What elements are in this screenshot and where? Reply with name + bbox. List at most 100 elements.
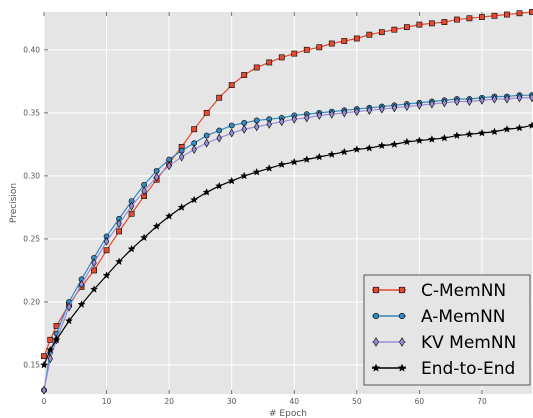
data-point <box>366 105 373 115</box>
data-point <box>341 38 348 44</box>
series-2 <box>41 93 533 395</box>
legend-item: End-to-End <box>371 359 515 379</box>
legend-label: A-MemNN <box>421 307 506 327</box>
data-point <box>153 172 160 182</box>
data-point <box>227 176 236 185</box>
data-point <box>452 131 461 139</box>
legend-item: C-MemNN <box>372 281 506 301</box>
data-point <box>440 133 449 142</box>
data-point <box>190 195 199 204</box>
data-point <box>429 99 435 109</box>
data-point <box>366 31 373 38</box>
legend-marker <box>372 312 380 320</box>
data-point <box>341 108 347 118</box>
data-point <box>416 21 423 28</box>
data-point <box>153 167 160 174</box>
x-tick-label: 0 <box>42 397 47 406</box>
series-0 <box>41 9 533 360</box>
axis-ticks: 0 10 20 30 40 50 60 70 0.15 0.20 0.25 0.30 0.35 0.40 <box>23 12 487 406</box>
legend-marker <box>373 337 379 347</box>
data-point <box>441 98 448 108</box>
data-point <box>316 110 322 120</box>
legend-marker <box>371 363 381 372</box>
data-point <box>202 188 211 196</box>
data-point <box>528 121 533 129</box>
series-layer <box>40 9 533 395</box>
data-point <box>178 147 185 154</box>
data-point <box>291 114 297 124</box>
data-point <box>266 119 272 129</box>
data-point <box>303 46 310 53</box>
x-tick-label: 10 <box>102 397 112 406</box>
data-point <box>52 335 61 344</box>
data-point <box>502 125 511 133</box>
data-point <box>166 161 172 171</box>
legend-label: KV MemNN <box>421 333 516 353</box>
data-point <box>279 117 285 127</box>
data-point <box>152 222 161 230</box>
data-point <box>140 233 149 242</box>
legend-label: End-to-End <box>421 359 515 379</box>
data-point <box>166 156 173 163</box>
data-point <box>404 102 410 112</box>
data-point <box>228 82 235 89</box>
data-point <box>365 143 374 152</box>
data-point <box>103 247 110 254</box>
data-point <box>302 155 311 163</box>
data-point <box>353 35 360 42</box>
data-point <box>116 219 122 229</box>
data-point <box>491 12 498 19</box>
data-point <box>47 354 53 364</box>
data-point <box>402 137 411 146</box>
data-point <box>141 186 147 196</box>
data-point <box>241 120 248 126</box>
data-point <box>128 210 135 217</box>
data-point <box>529 9 533 15</box>
data-point <box>66 302 72 312</box>
data-point <box>377 141 386 150</box>
data-point <box>177 203 186 211</box>
data-point <box>41 385 47 395</box>
data-point <box>216 127 223 134</box>
data-point <box>203 138 210 148</box>
data-point <box>327 150 336 158</box>
data-point <box>466 97 473 106</box>
data-point <box>329 109 335 119</box>
data-point <box>253 117 260 124</box>
y-tick-label: 0.40 <box>23 45 40 54</box>
legend-marker <box>398 286 406 294</box>
legend-marker <box>372 286 380 294</box>
data-point <box>240 171 249 180</box>
x-tick-label: 20 <box>164 397 174 406</box>
data-point <box>127 244 136 253</box>
data-point <box>253 64 260 71</box>
data-point <box>216 94 223 101</box>
legend-item: A-MemNN <box>372 307 506 327</box>
data-point <box>203 109 210 116</box>
data-point <box>415 136 424 144</box>
data-point <box>391 103 398 113</box>
data-point <box>304 113 310 123</box>
y-tick-label: 0.35 <box>23 108 40 117</box>
data-point <box>252 167 261 176</box>
data-point <box>466 15 473 22</box>
data-point <box>491 94 498 104</box>
data-point <box>291 50 298 57</box>
data-point <box>115 257 124 266</box>
y-tick-label: 0.25 <box>23 234 40 243</box>
data-point <box>278 54 285 61</box>
x-tick-label: 40 <box>289 397 299 406</box>
data-point <box>379 104 385 114</box>
data-point <box>479 14 485 20</box>
data-point <box>40 360 48 369</box>
legend-marker <box>397 363 407 372</box>
data-point <box>215 181 224 190</box>
data-point <box>103 236 110 246</box>
legend-label: C-MemNN <box>421 281 506 301</box>
data-point <box>391 26 398 33</box>
data-point <box>340 147 349 156</box>
data-point <box>191 126 198 133</box>
x-axis-label: # Epoch <box>269 409 307 418</box>
data-point <box>203 132 210 139</box>
data-point <box>403 24 410 31</box>
